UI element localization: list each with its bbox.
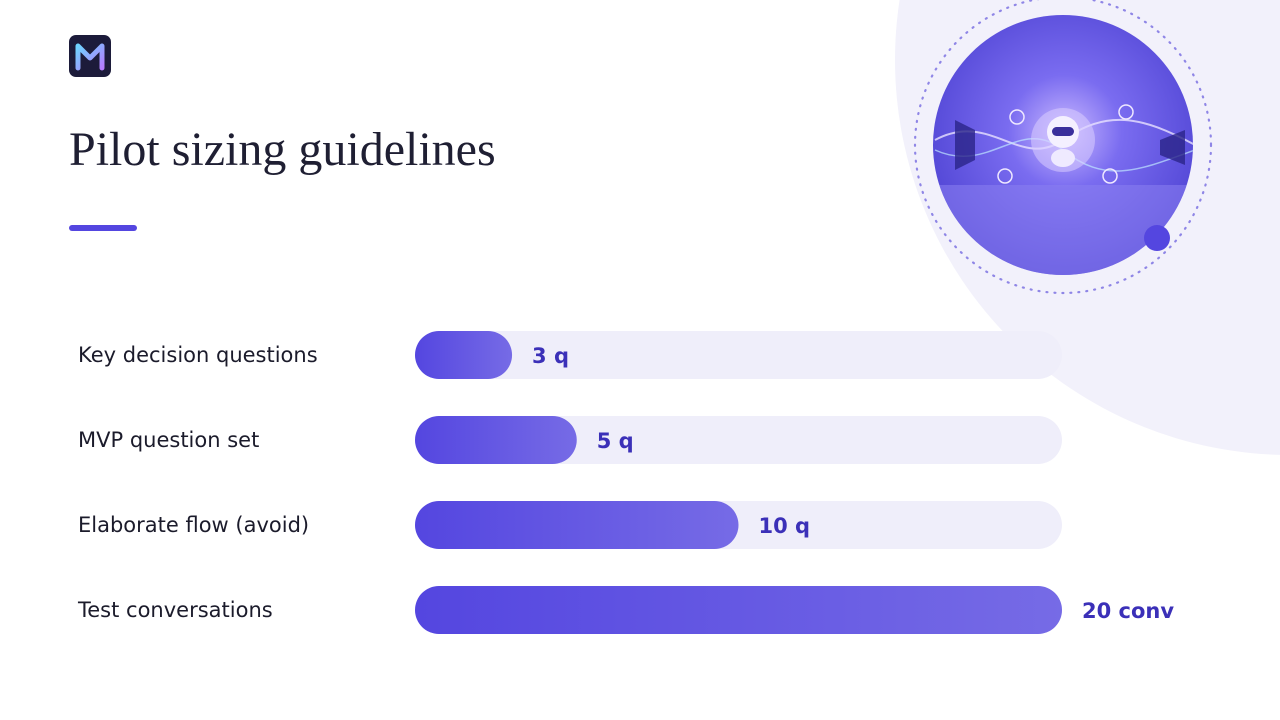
bar-track [415, 331, 1062, 379]
bar [415, 501, 739, 549]
dotted-ring [913, 0, 1213, 295]
bar [415, 416, 577, 464]
bar [415, 331, 513, 379]
slide-title: Pilot sizing guidelines [69, 123, 496, 176]
category-label: Key decision questions [78, 343, 318, 367]
category-label: Test conversations [77, 598, 273, 622]
value-label: 5 q [597, 429, 634, 453]
value-label: 20 conv [1082, 599, 1174, 623]
plot: Key decision questions 3 q MVP question se… [77, 331, 1174, 634]
value-label: 3 q [532, 344, 569, 368]
value-label: 10 q [759, 514, 811, 538]
title-accent [69, 225, 137, 231]
logo [69, 35, 111, 77]
category-label: MVP question set [78, 428, 259, 452]
accent-dot [1144, 225, 1170, 251]
category-label: Elaborate flow (avoid) [78, 513, 309, 537]
bar [415, 586, 1062, 634]
bar-track [415, 416, 1062, 464]
